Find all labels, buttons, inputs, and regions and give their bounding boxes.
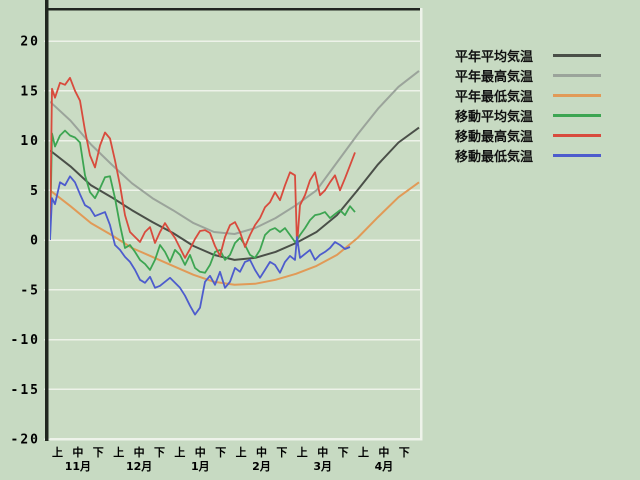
x-axis-decade-label: 下: [215, 446, 226, 459]
series-line-1: [50, 70, 420, 235]
x-axis-decade-label: 上: [113, 445, 124, 459]
x-axis-decade-label: 中: [72, 445, 83, 459]
x-axis-decade-label: 上: [297, 445, 308, 459]
x-axis-decade-label: 下: [93, 446, 104, 459]
x-axis-decade-label: 下: [399, 446, 410, 459]
y-axis-label: -20: [11, 433, 40, 448]
x-axis-month-label: 11月: [65, 460, 91, 473]
x-axis-decade-label: 中: [317, 445, 328, 459]
y-axis-label: 0: [30, 234, 40, 249]
y-axis-label: 10: [20, 134, 40, 149]
x-axis-decade-label: 上: [358, 445, 369, 459]
legend-item: 平年最低気温: [455, 85, 601, 105]
legend-item: 移動最高気温: [455, 125, 601, 145]
x-axis-decade-label: 下: [276, 446, 287, 459]
series-line-4: [50, 76, 356, 259]
series-line-0: [50, 126, 420, 261]
legend-item: 平年平均気温: [455, 45, 601, 65]
x-axis-decade-label: 中: [195, 445, 206, 459]
legend-line-swatch: [553, 133, 601, 137]
y-axis-label: -15: [11, 383, 40, 398]
y-axis-label: -5: [20, 283, 40, 298]
legend-line-swatch: [553, 113, 601, 117]
legend-item: 移動平均気温: [455, 105, 601, 125]
legend-line-swatch: [553, 73, 601, 77]
legend-line-swatch: [553, 53, 601, 57]
y-axis-label: -10: [11, 333, 40, 348]
legend-item-label: 移動平均気温: [455, 109, 534, 125]
y-axis-label: 5: [30, 184, 40, 199]
x-axis-month-label: 4月: [375, 460, 394, 473]
series-line-5: [50, 175, 351, 316]
legend-item: 移動最低気温: [455, 145, 601, 165]
legend-item-label: 平年最高気温: [455, 69, 534, 85]
x-axis-decade-label: 下: [154, 446, 165, 459]
y-axis-label: 15: [20, 84, 40, 99]
legend-line-swatch: [553, 93, 601, 97]
x-axis-month-label: 1月: [191, 460, 210, 473]
x-axis-labels: 上中下上中下上中下上中下上中下上中下11月 12月 1月 2月 3月 4月: [52, 445, 410, 473]
x-axis-decade-label: 上: [236, 445, 247, 459]
legend-item-label: 移動最低気温: [455, 149, 534, 165]
legend-item-label: 平年平均気温: [455, 49, 534, 65]
x-axis-decade-label: 上: [52, 445, 63, 459]
series-line-3: [50, 129, 356, 274]
legend-line-swatch: [553, 153, 601, 157]
x-axis-decade-label: 中: [378, 445, 389, 459]
x-axis-decade-label: 上: [174, 445, 185, 459]
legend-item-label: 移動最高気温: [455, 129, 534, 145]
x-axis-decade-label: 下: [338, 446, 349, 459]
series-line-2: [50, 181, 420, 286]
y-axis-label: 20: [20, 35, 40, 50]
legend-item-label: 平年最低気温: [455, 89, 534, 105]
x-axis-month-label: 3月: [313, 460, 332, 473]
x-axis-month-label: 2月: [252, 460, 271, 473]
plot-border: [45, 0, 423, 441]
x-axis-decade-label: 中: [134, 445, 145, 459]
x-axis-month-label: 12月: [126, 460, 152, 473]
legend-item: 平年最高気温: [455, 65, 601, 85]
legend: 平年平均気温 平年最高気温 平年最低気温 移動平均気温 移動最高気温 移動最低気…: [455, 45, 601, 165]
series-lines: [50, 70, 420, 316]
x-axis-decade-label: 中: [256, 445, 267, 459]
